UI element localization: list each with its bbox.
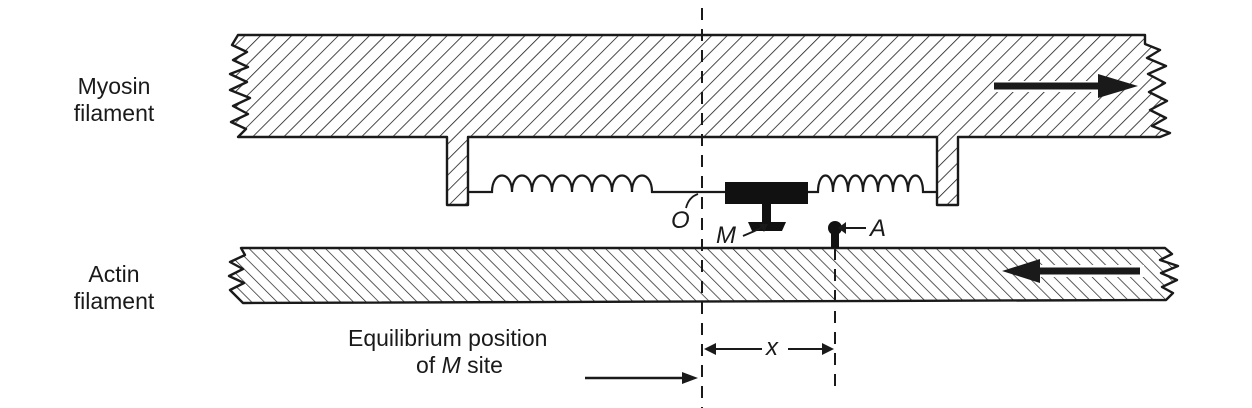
origin-label: O xyxy=(671,207,690,234)
equilibrium-label-m: M xyxy=(441,352,461,378)
equilibrium-label-line2: of M site xyxy=(348,352,547,379)
actin-label-line2: filament xyxy=(73,288,155,314)
myosin-label: Myosin filament xyxy=(30,73,198,127)
actin-label-line1: Actin xyxy=(88,261,140,287)
left-spring xyxy=(468,174,725,194)
myosin-label-line1: Myosin xyxy=(77,73,151,99)
equilibrium-label-line1: Equilibrium position xyxy=(348,325,548,351)
actin-filament xyxy=(227,246,1180,305)
x-distance-label: x xyxy=(766,334,778,361)
myosin-direction-arrow xyxy=(994,74,1138,98)
right-spring xyxy=(808,174,937,194)
origin-pointer xyxy=(685,193,699,209)
myosin-head-m-site xyxy=(725,182,808,231)
myosin-filament xyxy=(228,33,1172,207)
actin-direction-arrow xyxy=(1002,259,1144,283)
m-site-label: M xyxy=(716,222,736,249)
actin-label: Actin filament xyxy=(30,261,198,315)
equilibrium-label-of: of xyxy=(416,352,436,378)
myosin-label-line2: filament xyxy=(73,100,155,126)
equilibrium-label: Equilibrium position of M site xyxy=(348,325,547,379)
actin-binding-site-a xyxy=(828,221,842,248)
a-site-label: A xyxy=(870,215,887,242)
x-distance-arrow xyxy=(704,343,834,355)
equilibrium-pointer-arrow xyxy=(585,372,698,384)
equilibrium-label-site: site xyxy=(467,352,503,378)
